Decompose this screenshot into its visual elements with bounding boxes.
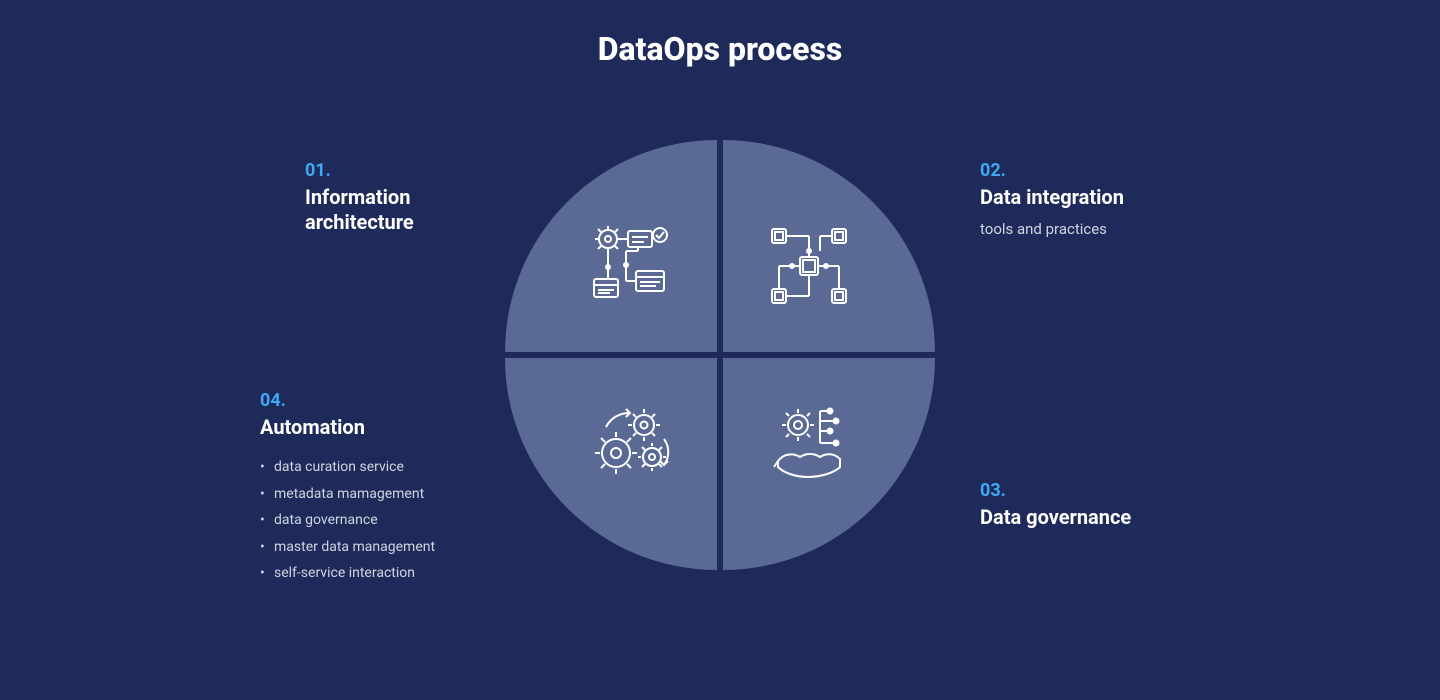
governance-icon [764, 399, 854, 489]
architecture-icon [586, 221, 676, 311]
quadrant-circle [505, 140, 935, 570]
quadrant-01 [505, 140, 717, 352]
bullet-item: metadata mamagement [260, 481, 435, 508]
label-02: 02. Data integration tools and practices [980, 160, 1124, 238]
automation-icon [586, 399, 676, 489]
label-03-title: Data governance [980, 505, 1131, 530]
bullet-item: data governance [260, 507, 435, 534]
label-04-title: Automation [260, 415, 435, 440]
quadrant-04 [505, 358, 717, 570]
label-04-number: 04. [260, 390, 435, 411]
bullet-item: data curation service [260, 454, 435, 481]
label-01-title: Informationarchitecture [305, 185, 414, 235]
quadrant-02 [723, 140, 935, 352]
bullet-item: master data management [260, 534, 435, 561]
page-title: DataOps process [598, 30, 843, 68]
label-03: 03. Data governance [980, 480, 1131, 530]
label-04-bullets: data curation service metadata mamagemen… [260, 454, 435, 587]
label-04: 04. Automation data curation service met… [260, 390, 435, 587]
label-02-subtitle: tools and practices [980, 220, 1124, 238]
label-02-number: 02. [980, 160, 1124, 181]
label-01-number: 01. [305, 160, 414, 181]
bullet-item: self-service interaction [260, 560, 435, 587]
label-01: 01. Informationarchitecture [305, 160, 414, 235]
quadrant-03 [723, 358, 935, 570]
label-02-title: Data integration [980, 185, 1124, 210]
integration-icon [764, 221, 854, 311]
label-03-number: 03. [980, 480, 1131, 501]
